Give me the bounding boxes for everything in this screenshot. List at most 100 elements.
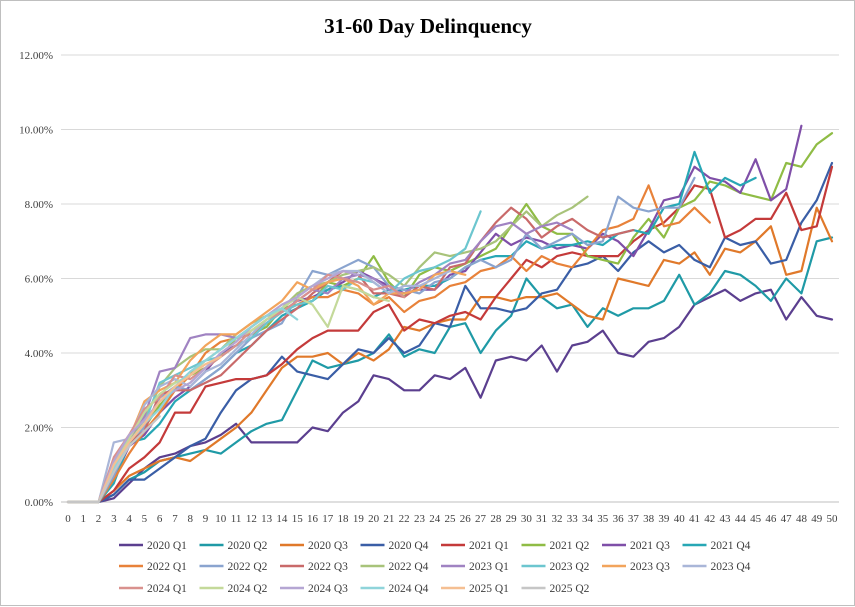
x-tick-label: 48 bbox=[796, 513, 808, 525]
legend-label: 2022 Q4 bbox=[389, 561, 429, 573]
x-tick-label: 2 bbox=[96, 513, 102, 525]
legend[interactable]: 2020 Q1 2020 Q2 2020 Q3 2020 Q4 2021 Q1 2021 … bbox=[119, 540, 751, 595]
legend-label: 2023 Q3 bbox=[630, 561, 670, 573]
x-tick-label: 23 bbox=[414, 513, 426, 525]
x-axis-ticks: 0 1 2 3 4 5 6 7 8 9 10 11 12 13 14 15 16 17 18 19 20 21 22 23 24… bbox=[65, 513, 838, 525]
x-tick-label: 20 bbox=[368, 513, 380, 525]
legend-item-2020-q1[interactable]: 2020 Q1 bbox=[119, 540, 187, 552]
legend-item-2023-q3[interactable]: 2023 Q3 bbox=[602, 561, 670, 573]
x-tick-label: 16 bbox=[307, 513, 319, 525]
series-line-2021-q2 bbox=[66, 132, 834, 504]
x-tick-label: 7 bbox=[172, 513, 178, 525]
legend-label: 2024 Q4 bbox=[389, 583, 429, 595]
x-tick-label: 38 bbox=[643, 513, 655, 525]
legend-item-2022-q4[interactable]: 2022 Q4 bbox=[360, 561, 429, 573]
legend-label: 2023 Q4 bbox=[711, 561, 751, 573]
legend-item-2021-q1[interactable]: 2021 Q1 bbox=[441, 540, 509, 552]
legend-item-2023-q1[interactable]: 2023 Q1 bbox=[441, 561, 509, 573]
x-tick-label: 22 bbox=[399, 513, 410, 525]
x-tick-label: 30 bbox=[521, 513, 533, 525]
legend-label: 2021 Q4 bbox=[711, 540, 751, 552]
legend-item-2020-q4[interactable]: 2020 Q4 bbox=[360, 540, 429, 552]
legend-item-2022-q3[interactable]: 2022 Q3 bbox=[280, 561, 348, 573]
legend-item-2024-q1[interactable]: 2024 Q1 bbox=[119, 583, 187, 595]
chart-title: 31-60 Day Delinquency bbox=[324, 14, 532, 38]
x-tick-label: 3 bbox=[111, 513, 117, 525]
y-tick-label: 8.00% bbox=[25, 199, 53, 211]
y-tick-label: 12.00% bbox=[19, 50, 53, 62]
legend-item-2021-q3[interactable]: 2021 Q3 bbox=[602, 540, 670, 552]
legend-label: 2022 Q2 bbox=[228, 561, 268, 573]
y-tick-label: 2.00% bbox=[25, 423, 53, 435]
x-tick-label: 35 bbox=[597, 513, 609, 525]
series-line-2024-q3 bbox=[66, 269, 360, 504]
legend-label: 2022 Q3 bbox=[308, 561, 348, 573]
legend-label: 2021 Q1 bbox=[469, 540, 509, 552]
x-tick-label: 27 bbox=[475, 513, 487, 525]
x-tick-label: 39 bbox=[658, 513, 670, 525]
x-tick-label: 1 bbox=[81, 513, 87, 525]
x-tick-label: 47 bbox=[781, 513, 793, 525]
series-line-2023-q4 bbox=[66, 269, 452, 504]
x-tick-label: 21 bbox=[383, 513, 394, 525]
series-line-2023-q3 bbox=[66, 269, 467, 504]
series-lines bbox=[66, 124, 834, 504]
legend-item-2023-q4[interactable]: 2023 Q4 bbox=[682, 561, 751, 573]
x-tick-label: 50 bbox=[827, 513, 839, 525]
y-tick-label: 10.00% bbox=[19, 125, 53, 137]
x-tick-label: 46 bbox=[765, 513, 777, 525]
legend-label: 2022 Q1 bbox=[147, 561, 187, 573]
y-tick-label: 6.00% bbox=[25, 274, 53, 286]
y-tick-label: 4.00% bbox=[25, 348, 53, 360]
series-line-2022-q2 bbox=[66, 176, 696, 504]
x-tick-label: 9 bbox=[203, 513, 209, 525]
legend-label: 2025 Q1 bbox=[469, 583, 509, 595]
legend-label: 2023 Q2 bbox=[550, 561, 590, 573]
legend-item-2023-q2[interactable]: 2023 Q2 bbox=[521, 561, 590, 573]
legend-item-2020-q2[interactable]: 2020 Q2 bbox=[199, 540, 268, 552]
x-tick-label: 12 bbox=[246, 513, 257, 525]
legend-item-2024-q4[interactable]: 2024 Q4 bbox=[360, 583, 429, 595]
x-tick-label: 40 bbox=[674, 513, 686, 525]
x-tick-label: 25 bbox=[445, 513, 457, 525]
legend-item-2022-q1[interactable]: 2022 Q1 bbox=[119, 561, 187, 573]
x-tick-label: 4 bbox=[126, 513, 132, 525]
legend-label: 2021 Q2 bbox=[550, 540, 590, 552]
legend-item-2021-q2[interactable]: 2021 Q2 bbox=[521, 540, 590, 552]
x-tick-label: 0 bbox=[65, 513, 71, 525]
legend-item-2021-q4[interactable]: 2021 Q4 bbox=[682, 540, 751, 552]
x-tick-label: 34 bbox=[582, 513, 594, 525]
legend-label: 2025 Q2 bbox=[550, 583, 590, 595]
series-line-2023-q1 bbox=[66, 221, 574, 504]
series-line-2020-q3 bbox=[66, 206, 834, 504]
x-tick-label: 26 bbox=[460, 513, 472, 525]
x-tick-label: 8 bbox=[187, 513, 193, 525]
x-tick-label: 32 bbox=[551, 513, 562, 525]
x-tick-label: 44 bbox=[735, 513, 747, 525]
x-tick-label: 11 bbox=[231, 513, 242, 525]
series-line-2022-q1 bbox=[66, 184, 711, 504]
x-tick-label: 31 bbox=[536, 513, 547, 525]
x-tick-label: 28 bbox=[490, 513, 502, 525]
y-tick-label: 0.00% bbox=[25, 497, 53, 509]
legend-label: 2024 Q2 bbox=[228, 583, 268, 595]
legend-item-2025-q2[interactable]: 2025 Q2 bbox=[521, 583, 590, 595]
series-line-2020-q4 bbox=[66, 161, 834, 504]
legend-label: 2020 Q3 bbox=[308, 540, 348, 552]
series-line-2023-q2 bbox=[66, 210, 482, 504]
x-tick-label: 43 bbox=[720, 513, 732, 525]
legend-item-2024-q3[interactable]: 2024 Q3 bbox=[280, 583, 348, 595]
legend-item-2024-q2[interactable]: 2024 Q2 bbox=[199, 583, 268, 595]
legend-label: 2021 Q3 bbox=[630, 540, 670, 552]
x-tick-label: 14 bbox=[276, 513, 288, 525]
x-tick-label: 29 bbox=[506, 513, 518, 525]
legend-label: 2020 Q2 bbox=[228, 540, 268, 552]
x-tick-label: 10 bbox=[215, 513, 227, 525]
legend-item-2020-q3[interactable]: 2020 Q3 bbox=[280, 540, 348, 552]
x-tick-label: 6 bbox=[157, 513, 163, 525]
x-tick-label: 45 bbox=[750, 513, 762, 525]
legend-item-2025-q1[interactable]: 2025 Q1 bbox=[441, 583, 509, 595]
legend-item-2022-q2[interactable]: 2022 Q2 bbox=[199, 561, 268, 573]
